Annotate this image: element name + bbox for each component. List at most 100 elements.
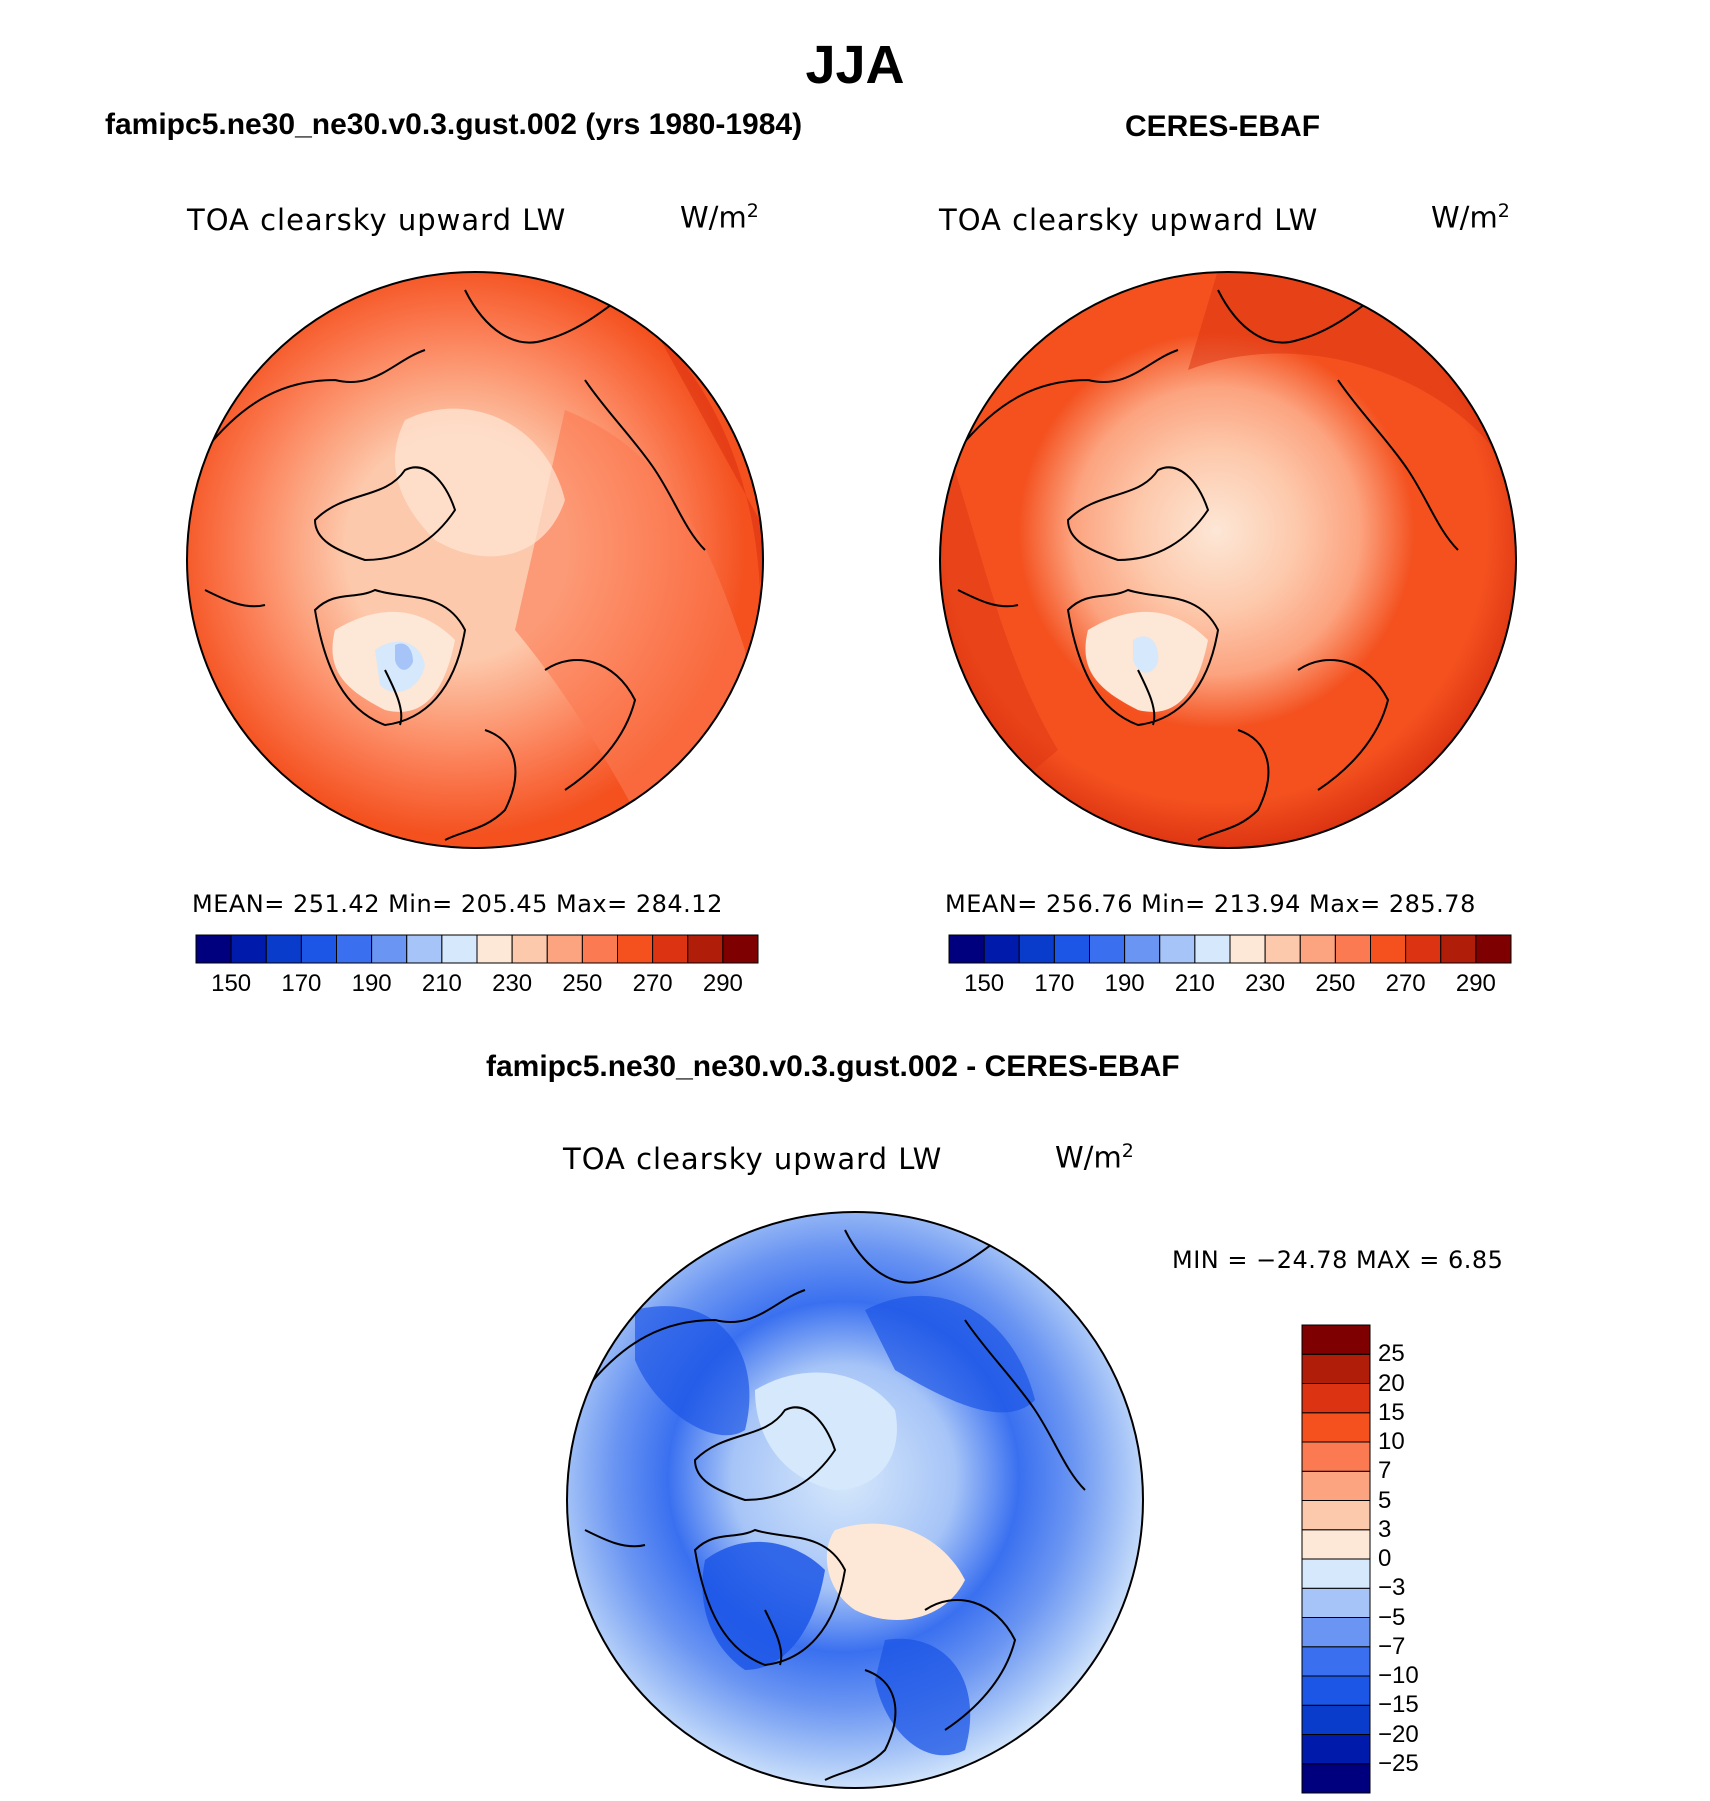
colorbar-tick-label: −15: [1378, 1691, 1419, 1719]
diff-units-label: W/m2: [1055, 1140, 1134, 1175]
obs-stats: MEAN= 256.76 Min= 213.94 Max= 285.78: [945, 890, 1476, 918]
model-coastlines: [204, 279, 706, 841]
colorbar-tick-label: −25: [1378, 1749, 1419, 1777]
colorbar-tick-label: 7: [1378, 1457, 1392, 1485]
diff-stats: MIN = −24.78 MAX = 6.85: [1172, 1246, 1504, 1274]
colorbar-swatch: [1301, 1529, 1371, 1560]
colorbar-swatch: [1053, 934, 1090, 964]
colorbar-swatch: [983, 934, 1020, 964]
colorbar-swatch: [687, 934, 724, 964]
model-variable-label: TOA clearsky upward LW: [187, 203, 567, 237]
units-base: W/m: [1431, 200, 1498, 235]
colorbar-swatch: [1018, 934, 1055, 964]
colorbar-swatch: [476, 934, 513, 964]
obs-greenland-cold: [1133, 636, 1159, 673]
colorbar-swatch: [1301, 1324, 1371, 1355]
colorbar-swatch: [1264, 934, 1301, 964]
colorbar-tick-label: 190: [1104, 970, 1145, 997]
colorbar-swatch: [1301, 1412, 1371, 1443]
diff-greenland-negative: [702, 1541, 825, 1670]
colorbar-swatch: [1124, 934, 1161, 964]
colorbar-tick-label: −20: [1378, 1720, 1419, 1748]
diff-variable-label: TOA clearsky upward LW: [563, 1142, 943, 1176]
obs-map-border: [939, 271, 1517, 849]
colorbar-swatch: [1301, 1500, 1371, 1531]
model-colorbar-ticks: 150 170 190 210 230 250 270 290: [196, 970, 758, 1000]
colorbar-swatch: [617, 934, 654, 964]
colorbar-tick-label: 230: [492, 970, 533, 997]
obs-units-label: W/m2: [1431, 200, 1510, 235]
colorbar-tick-label: 0: [1378, 1545, 1392, 1572]
colorbar-tick-label: 25: [1378, 1340, 1405, 1368]
obs-coastlines: [957, 279, 1459, 841]
colorbar-tick-label: 210: [421, 970, 462, 997]
colorbar-tick-label: 170: [1034, 970, 1075, 997]
model-hot-region: [655, 330, 763, 750]
colorbar-tick-label: 5: [1378, 1486, 1392, 1514]
colorbar-swatch: [1089, 934, 1126, 964]
colorbar-swatch: [300, 934, 337, 964]
colorbar-swatch: [336, 934, 373, 964]
colorbar-tick-label: 290: [702, 970, 743, 997]
colorbar-tick-label: −10: [1378, 1662, 1419, 1689]
colorbar-swatch: [230, 934, 267, 964]
colorbar-swatch: [1301, 1763, 1371, 1794]
colorbar-swatch: [1301, 1470, 1371, 1501]
colorbar-swatch: [1301, 1441, 1371, 1472]
units-base: W/m: [680, 200, 747, 235]
units-exponent: 2: [1497, 200, 1510, 222]
model-units-label: W/m2: [680, 200, 759, 235]
colorbar-tick-label: 10: [1378, 1428, 1405, 1455]
colorbar-swatch: [1334, 934, 1371, 964]
colorbar-tick-label: 250: [562, 970, 603, 997]
colorbar-swatch: [406, 934, 443, 964]
colorbar-swatch: [371, 934, 408, 964]
colorbar-tick-label: 3: [1378, 1515, 1392, 1543]
units-exponent: 2: [1121, 1140, 1134, 1162]
colorbar-swatch: [1301, 1353, 1371, 1384]
colorbar-swatch: [441, 934, 478, 964]
diff-colorbar-ticks: −25 −20 −15 −10 −7 −5 −3 0 3 5 7 10 15 20 25: [1378, 1325, 1468, 1793]
obs-colorbar: [948, 934, 1512, 964]
obs-colorbar-ticks: 150 170 190 210 230 250 270 290: [949, 970, 1511, 1000]
units-base: W/m: [1055, 1140, 1122, 1175]
obs-variable-label: TOA clearsky upward LW: [939, 203, 1319, 237]
diff-case-title: famipc5.ne30_ne30.v0.3.gust.002 - CERES-…: [486, 1050, 1180, 1083]
colorbar-swatch: [652, 934, 689, 964]
colorbar-swatch: [1301, 1617, 1371, 1648]
colorbar-tick-label: 250: [1315, 970, 1356, 997]
diff-map-border: [566, 1211, 1144, 1789]
colorbar-tick-label: −7: [1378, 1632, 1406, 1660]
colorbar-swatch: [1301, 1558, 1371, 1589]
obs-case-title: CERES-EBAF: [1125, 110, 1321, 143]
model-greenland-coldest: [395, 643, 413, 670]
colorbar-tick-label: 20: [1378, 1369, 1405, 1397]
model-arctic-ocean-field: [395, 408, 565, 557]
diff-siberia-negative: [635, 1306, 750, 1436]
colorbar-swatch: [1301, 1646, 1371, 1677]
colorbar-tick-label: 270: [632, 970, 673, 997]
obs-polar-map: [939, 271, 1517, 849]
colorbar-swatch: [1440, 934, 1477, 964]
colorbar-tick-label: 230: [1245, 970, 1286, 997]
colorbar-tick-label: 150: [211, 970, 252, 997]
colorbar-swatch: [1301, 1675, 1371, 1706]
colorbar-swatch: [1229, 934, 1266, 964]
colorbar-swatch: [265, 934, 302, 964]
season-title: JJA: [805, 35, 905, 95]
colorbar-tick-label: 170: [281, 970, 322, 997]
colorbar-swatch: [1301, 1383, 1371, 1414]
model-polar-map: [186, 271, 764, 849]
colorbar-swatch: [511, 934, 548, 964]
colorbar-swatch: [722, 934, 759, 964]
units-exponent: 2: [746, 200, 759, 222]
model-map-border: [186, 271, 764, 849]
colorbar-swatch: [1194, 934, 1231, 964]
colorbar-swatch: [1301, 1587, 1371, 1618]
colorbar-tick-label: 270: [1385, 970, 1426, 997]
colorbar-swatch: [1301, 1704, 1371, 1735]
colorbar-tick-label: 150: [964, 970, 1005, 997]
colorbar-swatch: [1370, 934, 1407, 964]
colorbar-tick-label: 15: [1378, 1398, 1405, 1426]
diff-canada-negative: [865, 1295, 1035, 1413]
